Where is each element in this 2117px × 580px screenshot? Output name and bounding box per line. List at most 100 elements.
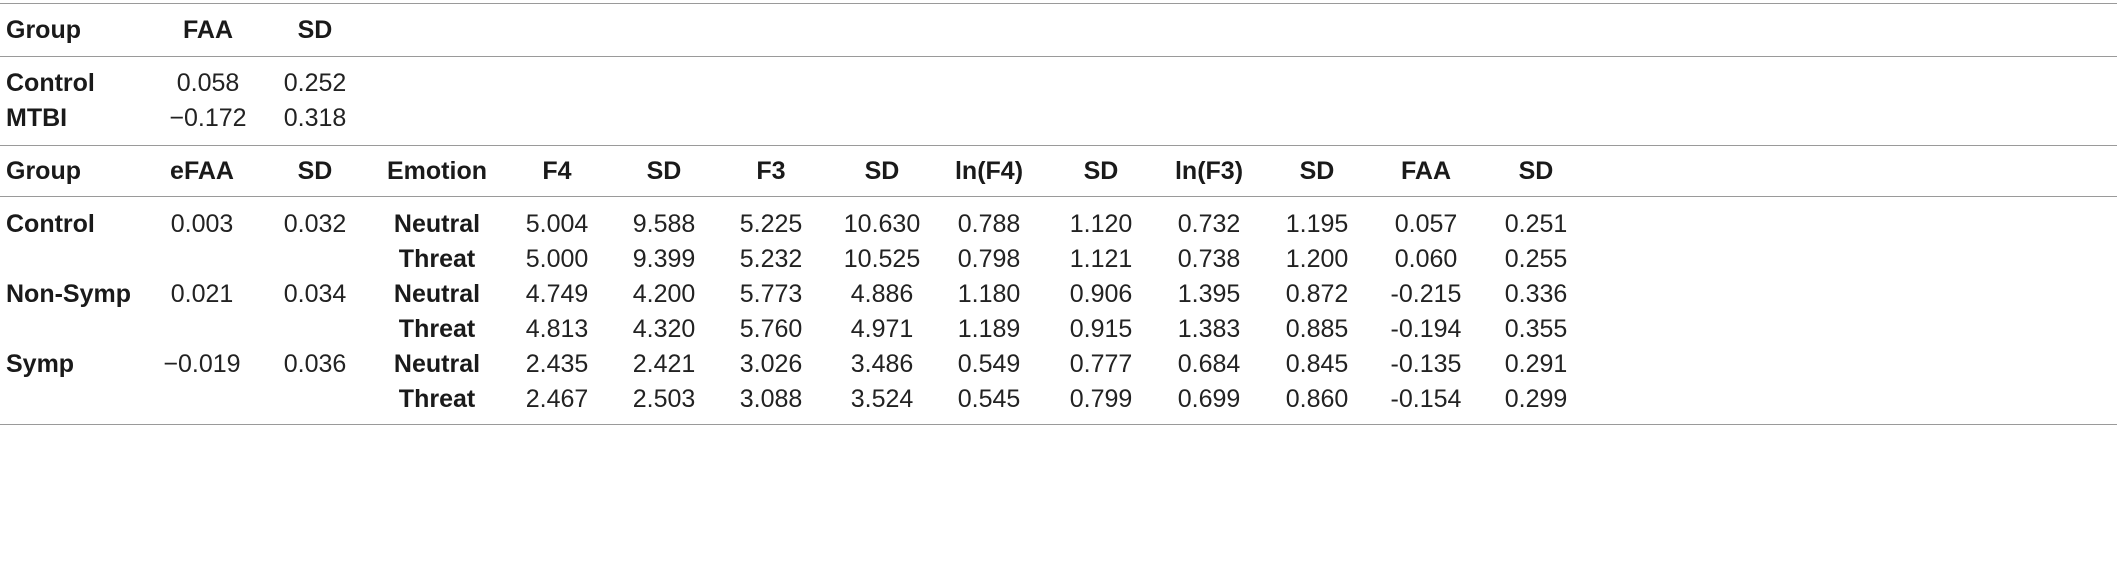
- table2-row-value: 4.971: [850, 315, 914, 343]
- table2-row-emotion: Threat: [398, 315, 476, 343]
- table1-row-group: MTBI: [6, 104, 68, 132]
- table2-row-value: 0.255: [1504, 245, 1568, 273]
- table2-row-value: 0.057: [1394, 210, 1458, 238]
- table2-row-value: 5.760: [739, 315, 803, 343]
- table2-row-value: 0.355: [1504, 315, 1568, 343]
- table2-row-value: 5.225: [739, 210, 803, 238]
- table2-row-value: 1.200: [1285, 245, 1349, 273]
- table2-row-value: 0.915: [1069, 315, 1133, 343]
- table2-header-5: SD: [646, 157, 682, 185]
- table2-header-4: F4: [542, 157, 572, 185]
- table2-row-value: 9.399: [632, 245, 696, 273]
- table2-header-1: eFAA: [170, 157, 234, 185]
- table2-header-10: ln(F3): [1174, 157, 1244, 185]
- table2-row-group: Non-Symp: [6, 280, 131, 308]
- table2-row-value: 1.383: [1177, 315, 1241, 343]
- table2-row-value: 3.088: [739, 385, 803, 413]
- table2-row-value: 0.777: [1069, 350, 1133, 378]
- table2-row-value: 0.060: [1394, 245, 1458, 273]
- table2-row-value: 0.251: [1504, 210, 1568, 238]
- table2-row-group: Symp: [6, 350, 75, 378]
- table1-header-group: Group: [6, 16, 81, 44]
- table2-header-9: SD: [1083, 157, 1119, 185]
- table2-row-value: 2.435: [525, 350, 589, 378]
- table2-header-8: ln(F4): [954, 157, 1024, 185]
- table2-row-value: -0.194: [1390, 315, 1462, 343]
- table1-row-faa: 0.058: [176, 69, 240, 97]
- table2-header-2: SD: [297, 157, 333, 185]
- table2-row-value: 0.545: [957, 385, 1021, 413]
- table1-header-faa: FAA: [183, 16, 233, 44]
- table2-row-value: 0.299: [1504, 385, 1568, 413]
- bottom-rule: [0, 424, 2117, 425]
- table2-row-value: 1.195: [1285, 210, 1349, 238]
- table2-row-value: 0.798: [957, 245, 1021, 273]
- table2-row-sd: 0.032: [283, 210, 347, 238]
- table2-header-13: SD: [1518, 157, 1554, 185]
- table2-row-value: 0.699: [1177, 385, 1241, 413]
- table1-header-rule: [0, 56, 2117, 57]
- table1-row-faa: −0.172: [169, 104, 247, 132]
- table2-row-value: 9.588: [632, 210, 696, 238]
- table2-row-value: 4.813: [525, 315, 589, 343]
- table2-row-efaa: 0.003: [170, 210, 234, 238]
- table2-row-value: 10.525: [843, 245, 921, 273]
- table1-row-sd: 0.318: [283, 104, 347, 132]
- table2-row-efaa: 0.021: [170, 280, 234, 308]
- table2-header-0: Group: [6, 157, 81, 185]
- table2-header-7: SD: [864, 157, 900, 185]
- table2-row-value: 10.630: [843, 210, 921, 238]
- table2-row-value: 3.524: [850, 385, 914, 413]
- table2-row-value: 0.549: [957, 350, 1021, 378]
- table2-row-value: 0.684: [1177, 350, 1241, 378]
- table2-header-3: Emotion: [387, 157, 487, 185]
- table1-header-sd: SD: [297, 16, 333, 44]
- table2-row-value: 5.004: [525, 210, 589, 238]
- table2-row-group: Control: [6, 210, 95, 238]
- table2-row-value: 0.788: [957, 210, 1021, 238]
- table2-row-value: 2.421: [632, 350, 696, 378]
- table2-row-value: 1.120: [1069, 210, 1133, 238]
- table2-row-efaa: −0.019: [163, 350, 241, 378]
- table2-row-emotion: Neutral: [393, 210, 481, 238]
- table2-row-value: 1.189: [957, 315, 1021, 343]
- top-rule: [0, 3, 2117, 4]
- table1-row-group: Control: [6, 69, 95, 97]
- table2-top-rule: [0, 145, 2117, 146]
- table2-row-value: 0.336: [1504, 280, 1568, 308]
- table2-header-12: FAA: [1401, 157, 1451, 185]
- table2-row-emotion: Neutral: [393, 280, 481, 308]
- table2-row-value: 0.872: [1285, 280, 1349, 308]
- table2-header-11: SD: [1299, 157, 1335, 185]
- table2-row-value: 5.773: [739, 280, 803, 308]
- table2-row-value: 5.232: [739, 245, 803, 273]
- table2-row-value: 0.845: [1285, 350, 1349, 378]
- table2-row-emotion: Neutral: [393, 350, 481, 378]
- table2-row-value: 4.320: [632, 315, 696, 343]
- table2-row-value: 3.026: [739, 350, 803, 378]
- table2-row-emotion: Threat: [398, 245, 476, 273]
- table2-row-value: 0.732: [1177, 210, 1241, 238]
- table2-row-value: -0.215: [1390, 280, 1462, 308]
- table1-row-sd: 0.252: [283, 69, 347, 97]
- table2-header-rule: [0, 196, 2117, 197]
- table2-row-value: 5.000: [525, 245, 589, 273]
- table2-row-value: 4.886: [850, 280, 914, 308]
- table2-row-emotion: Threat: [398, 385, 476, 413]
- table2-row-value: 1.395: [1177, 280, 1241, 308]
- table2-row-value: -0.154: [1390, 385, 1462, 413]
- table2-row-value: 0.860: [1285, 385, 1349, 413]
- table2-row-value: 2.467: [525, 385, 589, 413]
- table2-row-value: 0.799: [1069, 385, 1133, 413]
- table2-row-sd: 0.036: [283, 350, 347, 378]
- table2-row-value: 0.906: [1069, 280, 1133, 308]
- table2-row-value: 1.180: [957, 280, 1021, 308]
- table2-row-value: 4.200: [632, 280, 696, 308]
- table2-row-sd: 0.034: [283, 280, 347, 308]
- table2-row-value: 2.503: [632, 385, 696, 413]
- table2-row-value: 0.885: [1285, 315, 1349, 343]
- table2-header-6: F3: [756, 157, 786, 185]
- table2-row-value: 0.291: [1504, 350, 1568, 378]
- table2-row-value: 1.121: [1069, 245, 1133, 273]
- table2-row-value: 0.738: [1177, 245, 1241, 273]
